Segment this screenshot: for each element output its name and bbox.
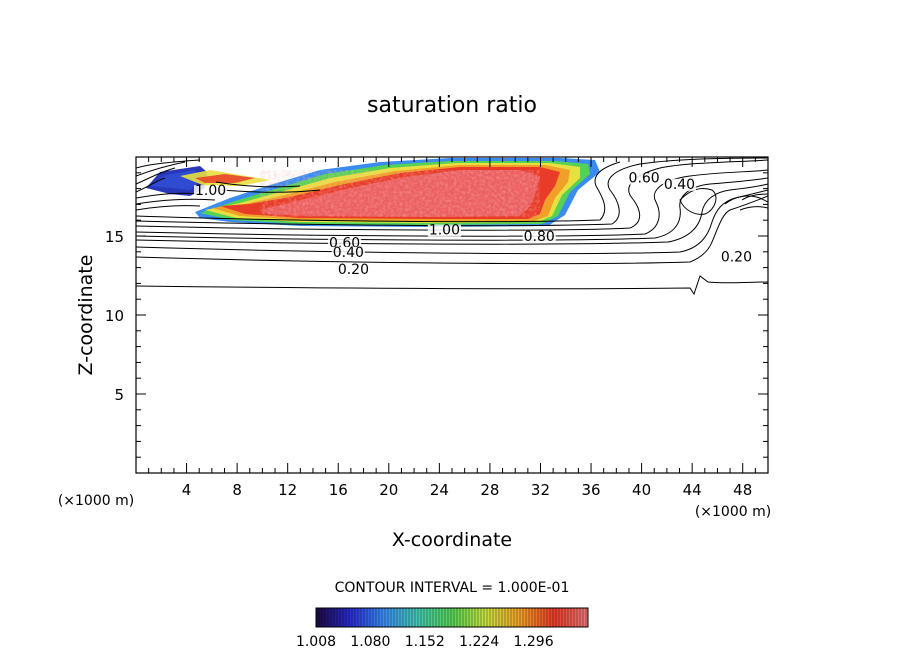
x-axis-label: X-coordinate [392, 529, 512, 551]
contour-label: 0.40 [333, 245, 364, 261]
x-tick-label: 8 [232, 481, 242, 499]
x-tick-label: 20 [379, 481, 398, 499]
y-axis-label: Z-coordinate [75, 255, 97, 376]
x-tick-label: 48 [733, 481, 752, 499]
x-unit-label-left: (×1000 m) [58, 493, 134, 509]
x-tick-label: 28 [480, 481, 499, 499]
contour-label-bg [327, 237, 362, 250]
y-tick-label: 10 [105, 307, 124, 325]
x-unit-label-right: (×1000 m) [695, 504, 771, 520]
contour-label: 0.40 [664, 177, 695, 193]
contour-label-group: 1.001.00 0.800.600.400.200.60 0.400.20 [193, 171, 753, 278]
y-tick-label: 15 [105, 228, 124, 246]
contour-label-bg [627, 172, 661, 185]
contour-label: 1.00 [195, 183, 226, 199]
colorbar-tick-label: 1.008 [296, 634, 336, 650]
contour-label-bg [427, 224, 462, 237]
colorbar-tick-label: 1.080 [350, 634, 390, 650]
x-tick-label: 40 [632, 481, 651, 499]
colorbar-tick-label: 1.152 [405, 634, 445, 650]
x-tick-label: 4 [182, 481, 192, 499]
colorbar-frame [315, 607, 589, 628]
contour-lines [136, 157, 768, 296]
colorbar: 1.008 1.080 1.152 1.224 1.296 [296, 607, 589, 650]
x-tick-label: 12 [278, 481, 297, 499]
x-tick-label: 44 [683, 481, 702, 499]
contour-label-bg [336, 264, 370, 277]
contour-interval-label: CONTOUR INTERVAL = 1.000E-01 [335, 580, 570, 596]
colorbar-tick-label: 1.296 [514, 634, 554, 650]
x-tick-label: 16 [329, 481, 348, 499]
contour-label: 0.80 [524, 229, 555, 245]
contour-label-bg [193, 185, 228, 198]
contour-label: 0.20 [338, 262, 369, 278]
contour-label-bg [522, 231, 556, 243]
contour-label: 0.60 [629, 171, 660, 187]
contour-label-bg [331, 246, 365, 259]
contour-label-bg [719, 251, 753, 264]
colorbar-tick-label: 1.224 [459, 634, 499, 650]
contour-label-bg [662, 178, 697, 191]
x-tick-label: 36 [581, 481, 600, 499]
chart-title: saturation ratio [367, 93, 537, 118]
plot-area: 1.001.00 0.800.600.400.200.60 0.400.20 [136, 157, 768, 296]
contour-label: 0.20 [721, 250, 752, 266]
colorbar-fill [316, 608, 588, 627]
contour-label: 1.00 [429, 223, 460, 239]
colorbar-stripes [315, 608, 587, 627]
x-tick-label: 32 [531, 481, 550, 499]
colorbar-tick-labels: 1.008 1.080 1.152 1.224 1.296 [296, 634, 554, 650]
y-tick-label: 5 [114, 386, 124, 404]
x-tick-label: 24 [430, 481, 449, 499]
saturation-fill [146, 158, 600, 227]
